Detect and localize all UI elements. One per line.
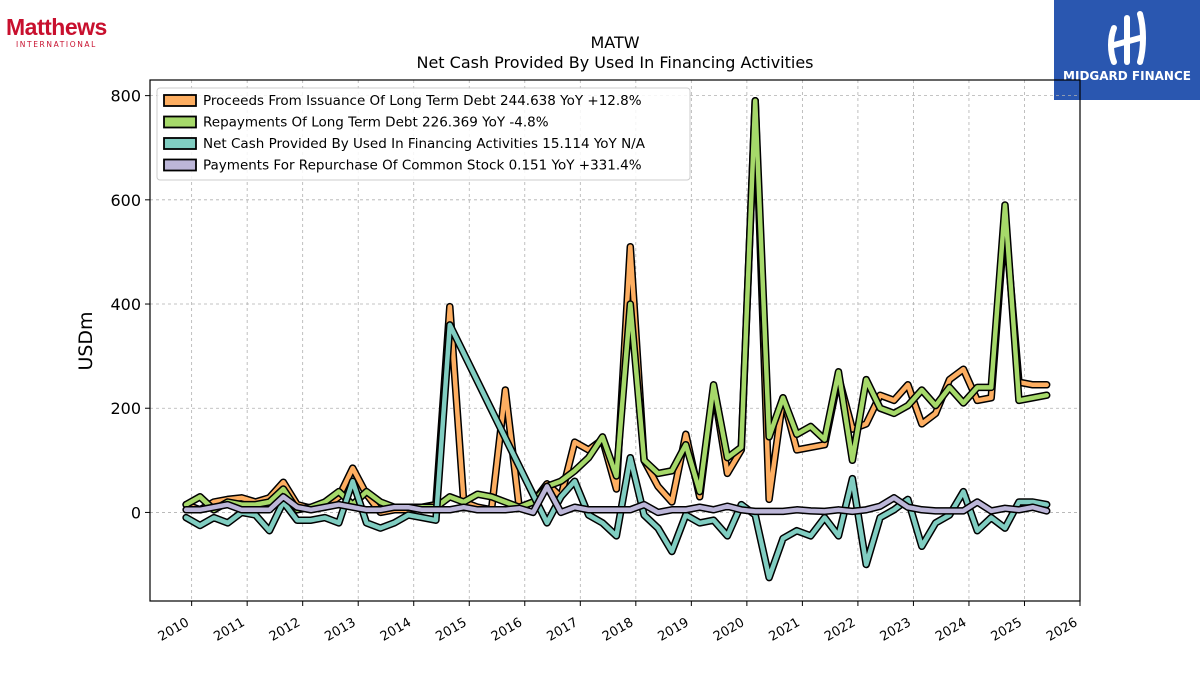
y-axis-label: USDm — [75, 311, 97, 370]
x-tick-label: 2024 — [933, 615, 969, 645]
x-tick-label: 2013 — [322, 615, 358, 645]
x-tick-label: 2023 — [878, 615, 914, 645]
logo-wordmark: Matthews — [6, 14, 107, 40]
y-tick-label: 800 — [110, 87, 141, 106]
y-tick-label: 600 — [110, 191, 141, 210]
x-tick-label: 2020 — [711, 615, 747, 645]
x-tick-label: 2011 — [211, 615, 247, 645]
series-1-line — [183, 98, 1049, 513]
x-tick-label: 2019 — [656, 615, 692, 645]
legend: Proceeds From Issuance Of Long Term Debt… — [156, 87, 691, 181]
chart-title: MATW — [590, 33, 639, 52]
midgard-emblem-icon — [1108, 11, 1146, 65]
matthews-logo: Matthews INTERNATIONAL — [6, 14, 116, 54]
x-tick-label: 2025 — [989, 615, 1025, 645]
x-tick-label: 2017 — [544, 615, 580, 645]
legend-label: Proceeds From Issuance Of Long Term Debt… — [203, 93, 642, 109]
x-tick-label: 2022 — [822, 615, 858, 645]
legend-box — [156, 87, 691, 181]
series-2-line — [183, 322, 1049, 580]
legend-label: Repayments Of Long Term Debt 226.369 YoY… — [203, 115, 549, 131]
x-tick-label: 2016 — [489, 615, 525, 645]
logo-subtext: INTERNATIONAL — [16, 40, 97, 49]
series-3-line — [183, 484, 1049, 515]
axes-frame — [149, 79, 1081, 602]
x-tick-label: 2012 — [267, 615, 303, 645]
legend-label: Payments For Repurchase Of Common Stock … — [203, 158, 642, 174]
x-tick-label: 2026 — [1044, 615, 1080, 645]
legend-label: Net Cash Provided By Used In Financing A… — [203, 136, 646, 152]
midgard-finance-logo: MIDGARD FINANCE — [1054, 0, 1200, 100]
legend-swatch — [163, 94, 197, 107]
chart-subtitle: Net Cash Provided By Used In Financing A… — [416, 53, 813, 72]
plot-area — [182, 97, 1051, 582]
y-tick-label: 200 — [110, 399, 141, 418]
legend-swatch — [163, 158, 197, 172]
x-tick-label: 2021 — [767, 615, 803, 645]
legend-swatch — [163, 115, 197, 129]
x-tick-label: 2010 — [156, 615, 192, 645]
x-tick-label: 2018 — [600, 615, 636, 645]
y-tick-label: 400 — [110, 295, 141, 314]
x-tick-label: 2014 — [378, 615, 414, 645]
y-tick-label: 0 — [131, 503, 141, 522]
logo-brand-name: MIDGARD FINANCE — [1063, 69, 1191, 83]
x-tick-label: 2015 — [433, 615, 469, 645]
legend-swatch — [163, 137, 197, 150]
